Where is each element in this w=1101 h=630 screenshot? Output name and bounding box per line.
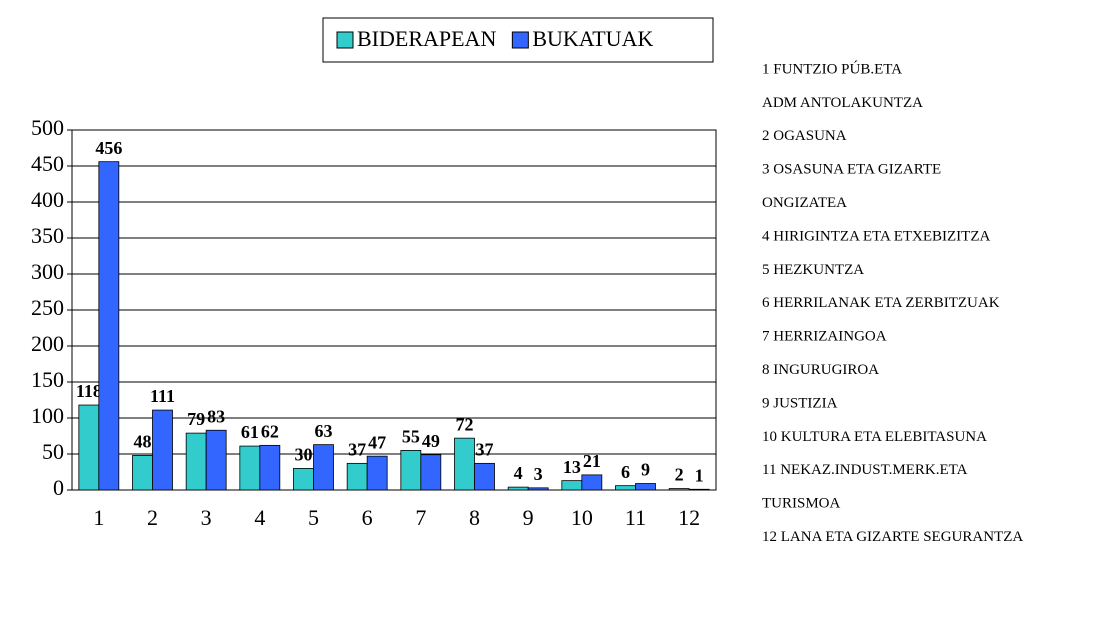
x-tick-label: 2 <box>147 505 158 530</box>
bar <box>185 432 207 491</box>
x-tick-label: 8 <box>469 505 480 530</box>
value-label: 48 <box>134 432 152 452</box>
y-tick-label: 250 <box>31 295 64 320</box>
value-label: 456 <box>95 138 122 158</box>
x-tick-label: 9 <box>523 505 534 530</box>
x-tick-label: 4 <box>254 505 265 530</box>
side-note: 3 OSASUNA ETA GIZARTE <box>762 162 941 178</box>
value-label: 6 <box>621 462 630 482</box>
value-label: 9 <box>641 460 650 480</box>
y-tick-label: 450 <box>31 151 64 176</box>
value-label: 37 <box>348 439 366 459</box>
side-note: 9 JUSTIZIA <box>762 395 838 411</box>
bar <box>474 462 495 491</box>
bar <box>668 488 690 491</box>
y-tick-label: 150 <box>31 367 64 392</box>
bar <box>581 474 603 491</box>
bar <box>152 409 173 491</box>
y-tick-label: 400 <box>31 187 64 212</box>
value-label: 21 <box>583 451 601 471</box>
side-note: ADM ANTOLAKUNTZA <box>762 95 923 111</box>
side-note: 5 HEZKUNTZA <box>762 262 864 278</box>
value-label: 63 <box>315 421 333 441</box>
x-tick-label: 12 <box>678 505 700 530</box>
value-label: 3 <box>534 464 543 484</box>
x-tick-label: 7 <box>415 505 426 530</box>
legend-swatch <box>511 31 529 49</box>
bar <box>239 445 261 491</box>
y-tick-label: 300 <box>31 259 64 284</box>
y-tick-label: 100 <box>31 403 64 428</box>
bar <box>132 455 153 491</box>
side-note: 11 NEKAZ.INDUST.MERK.ETA <box>762 462 968 478</box>
value-label: 79 <box>187 409 205 429</box>
value-label: 62 <box>261 421 279 441</box>
side-note: 6 HERRILANAK ETA ZERBITZUAK <box>762 295 1000 311</box>
bar <box>205 429 227 491</box>
side-note: 7 HERRIZAINGOA <box>762 329 887 345</box>
value-label: 55 <box>402 427 420 447</box>
value-label: 111 <box>150 386 175 406</box>
bar <box>561 480 583 491</box>
bar <box>313 444 334 491</box>
value-label: 30 <box>295 445 313 465</box>
bar <box>420 454 442 491</box>
bar <box>527 487 549 491</box>
value-label: 83 <box>207 406 225 426</box>
value-label: 49 <box>422 431 440 451</box>
side-note: ONGIZATEA <box>762 195 847 211</box>
bar <box>615 485 636 491</box>
bar <box>635 483 656 491</box>
bar <box>400 449 422 491</box>
legend-label: BUKATUAK <box>532 26 653 51</box>
x-tick-label: 10 <box>571 505 593 530</box>
bar <box>98 161 120 491</box>
side-note: TURISMOA <box>762 496 841 512</box>
bar <box>259 444 281 491</box>
y-tick-label: 500 <box>31 115 64 140</box>
value-label: 47 <box>368 432 386 452</box>
value-label: 4 <box>514 463 523 483</box>
x-tick-label: 11 <box>625 505 646 530</box>
legend-swatch <box>336 31 354 49</box>
y-tick-label: 50 <box>42 439 64 464</box>
bar <box>454 437 475 491</box>
y-tick-label: 0 <box>53 475 64 500</box>
bar <box>78 404 100 491</box>
value-label: 13 <box>563 457 581 477</box>
bar <box>346 462 368 491</box>
value-label: 1 <box>695 465 704 485</box>
side-note: 10 KULTURA ETA ELEBITASUNA <box>762 429 987 445</box>
side-note: 12 LANA ETA GIZARTE SEGURANTZA <box>762 529 1023 545</box>
side-note: 4 HIRIGINTZA ETA ETXEBIZITZA <box>762 228 991 244</box>
value-label: 72 <box>456 414 474 434</box>
bar <box>507 486 529 491</box>
x-tick-label: 5 <box>308 505 319 530</box>
side-note: 8 INGURUGIROA <box>762 362 879 378</box>
value-label: 61 <box>241 422 259 442</box>
x-tick-label: 1 <box>93 505 104 530</box>
bar <box>293 467 314 491</box>
value-label: 37 <box>476 439 494 459</box>
x-tick-label: 3 <box>201 505 212 530</box>
side-note: 2 OGASUNA <box>762 128 847 144</box>
value-label: 118 <box>76 381 102 401</box>
y-tick-label: 200 <box>31 331 64 356</box>
y-tick-label: 350 <box>31 223 64 248</box>
value-label: 2 <box>675 465 684 485</box>
bar <box>688 488 710 491</box>
x-tick-label: 6 <box>362 505 373 530</box>
side-note: 1 FUNTZIO PÚB.ETA <box>762 60 902 77</box>
legend-label: BIDERAPEAN <box>357 26 496 51</box>
bar <box>366 455 388 491</box>
